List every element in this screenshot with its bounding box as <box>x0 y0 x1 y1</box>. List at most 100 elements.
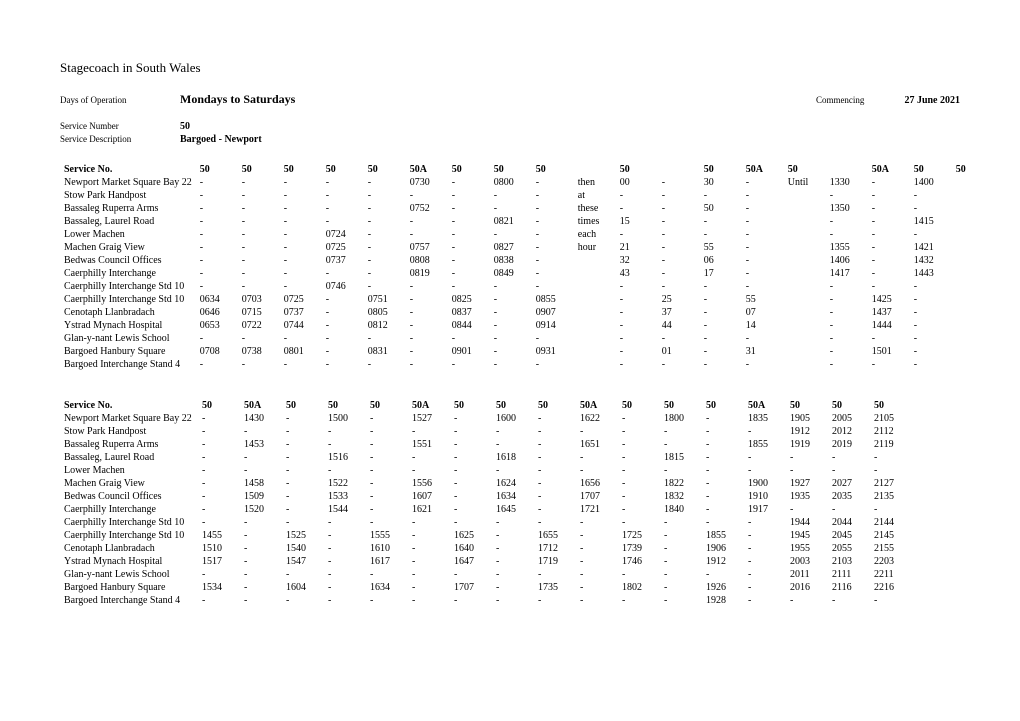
time-cell: - <box>490 358 532 371</box>
time-cell: each <box>574 228 616 241</box>
time-cell: - <box>198 516 240 529</box>
time-cell: 1350 <box>826 202 868 215</box>
time-cell: - <box>742 176 784 189</box>
service-header: 50 <box>700 163 742 176</box>
time-cell: - <box>408 451 450 464</box>
time-cell: 1540 <box>282 542 324 555</box>
time-cell: - <box>618 503 660 516</box>
time-cell: - <box>408 464 450 477</box>
time-cell: 1840 <box>660 503 702 516</box>
time-cell: 1443 <box>910 267 952 280</box>
service-header: 50 <box>616 163 658 176</box>
time-cell: - <box>870 464 912 477</box>
time-cell: - <box>364 332 406 345</box>
time-cell: - <box>658 215 700 228</box>
time-cell: - <box>364 202 406 215</box>
time-cell: 0844 <box>448 319 490 332</box>
time-cell: - <box>868 267 910 280</box>
time-cell: - <box>492 425 534 438</box>
time-cell: 1935 <box>786 490 828 503</box>
time-cell: - <box>744 425 786 438</box>
time-cell: - <box>742 280 784 293</box>
time-cell: - <box>196 176 238 189</box>
time-cell: 0831 <box>364 345 406 358</box>
time-cell: - <box>406 332 448 345</box>
time-cell: 0849 <box>490 267 532 280</box>
time-cell: - <box>196 254 238 267</box>
time-cell: 1556 <box>408 477 450 490</box>
time-cell: 1815 <box>660 451 702 464</box>
time-cell: 0744 <box>280 319 322 332</box>
time-cell: 2203 <box>870 555 912 568</box>
time-cell: - <box>700 228 742 241</box>
time-cell: - <box>240 451 282 464</box>
service-desc-row: Service Description Bargoed - Newport <box>60 134 960 145</box>
time-cell: - <box>742 241 784 254</box>
time-cell: - <box>660 581 702 594</box>
time-cell: 1622 <box>576 412 618 425</box>
timetable-block-1: Service No.505050505050A505050505050A505… <box>60 163 994 371</box>
time-cell: - <box>282 568 324 581</box>
stop-name: Bargoed Hanbury Square <box>60 581 198 594</box>
service-header <box>826 163 868 176</box>
time-cell: 1520 <box>240 503 282 516</box>
time-cell: - <box>448 332 490 345</box>
time-cell: - <box>490 293 532 306</box>
time-cell: - <box>322 332 364 345</box>
service-header: 50 <box>786 399 828 412</box>
time-cell: - <box>238 267 280 280</box>
time-cell: - <box>322 176 364 189</box>
service-header <box>658 163 700 176</box>
service-header: 50 <box>492 399 534 412</box>
time-cell: - <box>532 280 574 293</box>
time-cell: 1551 <box>408 438 450 451</box>
time-cell: 1421 <box>910 241 952 254</box>
time-cell: 1655 <box>534 529 576 542</box>
time-cell: 1437 <box>868 306 910 319</box>
time-cell: - <box>826 280 868 293</box>
stop-name: Caerphilly Interchange <box>60 267 196 280</box>
operator-title: Stagecoach in South Wales <box>60 60 960 76</box>
time-cell: - <box>406 215 448 228</box>
time-cell: 1900 <box>744 477 786 490</box>
time-cell: - <box>868 215 910 228</box>
time-cell: - <box>618 451 660 464</box>
time-cell: 2011 <box>786 568 828 581</box>
time-cell: - <box>450 594 492 607</box>
time-cell: - <box>660 568 702 581</box>
time-cell: 0725 <box>322 241 364 254</box>
time-cell: 06 <box>700 254 742 267</box>
service-header: 50A <box>868 163 910 176</box>
time-cell: - <box>576 594 618 607</box>
time-cell: - <box>826 228 868 241</box>
time-cell: - <box>280 358 322 371</box>
time-cell: - <box>532 358 574 371</box>
stop-name: Newport Market Square Bay 22 <box>60 176 196 189</box>
service-header: 50 <box>660 399 702 412</box>
time-cell: - <box>280 176 322 189</box>
time-cell: - <box>744 529 786 542</box>
time-cell: 1928 <box>702 594 744 607</box>
time-cell: - <box>618 464 660 477</box>
time-cell: - <box>490 306 532 319</box>
time-cell: 0752 <box>406 202 448 215</box>
time-cell <box>784 267 826 280</box>
time-cell: - <box>576 516 618 529</box>
time-cell: - <box>322 189 364 202</box>
days-of-operation: Mondays to Saturdays <box>180 92 295 107</box>
time-cell: - <box>702 451 744 464</box>
time-cell: 1625 <box>450 529 492 542</box>
time-cell: - <box>364 280 406 293</box>
time-cell: - <box>870 503 912 516</box>
time-cell: 1516 <box>324 451 366 464</box>
time-cell: - <box>240 425 282 438</box>
time-cell: - <box>324 464 366 477</box>
time-cell: - <box>490 228 532 241</box>
time-cell <box>574 345 616 358</box>
time-cell: 2105 <box>870 412 912 425</box>
time-cell: - <box>826 345 868 358</box>
time-cell: - <box>324 542 366 555</box>
time-cell: - <box>700 332 742 345</box>
time-cell: - <box>576 581 618 594</box>
time-cell: - <box>576 464 618 477</box>
